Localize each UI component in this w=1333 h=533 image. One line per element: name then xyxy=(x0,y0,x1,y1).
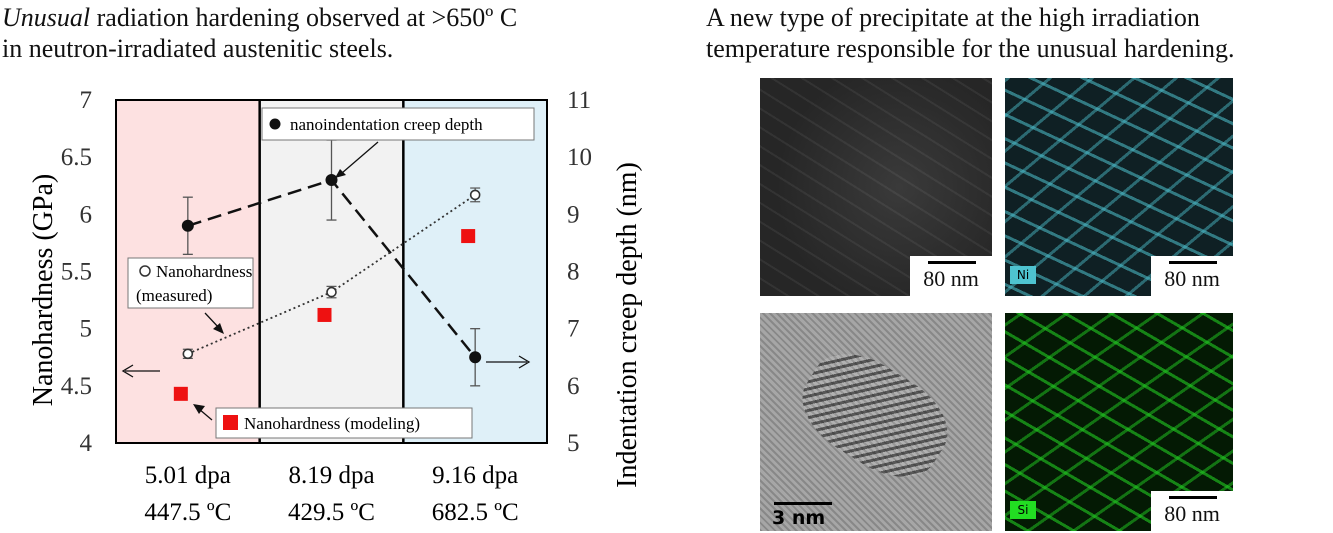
plot-frame xyxy=(115,99,548,444)
legend-creep-arrowhead xyxy=(335,169,346,178)
y-tick-right: 6 xyxy=(567,373,580,400)
x-label-temp-3: 682.5 ºC xyxy=(432,499,519,526)
ni-tag: Ni xyxy=(1010,266,1036,284)
modeling-point xyxy=(173,386,188,401)
tem-scale-label: 3 nm xyxy=(772,507,826,529)
legend-measured-box xyxy=(127,257,254,309)
legend-measured-marker xyxy=(139,265,151,277)
y-tick-right: 10 xyxy=(567,144,592,171)
x-label-temp-1: 447.5 ºC xyxy=(144,499,231,526)
y-tick-left: 5 xyxy=(80,316,93,343)
stem-image: 80 nm xyxy=(760,78,992,296)
y-tick-left: 5.5 xyxy=(61,259,92,286)
y-tick-left: 7 xyxy=(80,87,93,114)
legend-measured-arrowhead xyxy=(213,323,224,334)
legend-measured-label-1: Nanohardness xyxy=(156,262,252,281)
si-map-image: Si 80 nm xyxy=(1005,313,1233,531)
region-bg-3 xyxy=(403,100,547,443)
y-tick-right: 11 xyxy=(567,87,591,114)
left-title-line1: radiation hardening observed at >650º C xyxy=(90,3,518,32)
legend-creep-label: nanoindentation creep depth xyxy=(290,115,483,134)
modeling-point xyxy=(461,229,476,244)
y-tick-left: 6 xyxy=(80,201,93,228)
creep-point xyxy=(181,219,194,232)
y-axis-right-label: Indentation creep depth (nm) xyxy=(612,162,643,488)
legend-creep-box xyxy=(261,107,535,141)
legend-creep-arrow xyxy=(341,141,379,174)
right-title-line1: A new type of precipitate at the high ir… xyxy=(706,3,1200,32)
scale-bar-4: 80 nm xyxy=(1151,491,1233,531)
hardness-chart: 4 4.5 5 5.5 6 6.5 7 5 6 7 8 9 10 11 nanoindentation … xyxy=(28,87,643,526)
scale-bar-1: 80 nm xyxy=(910,256,992,296)
legend-modeling-box xyxy=(215,407,473,439)
y-tick-right: 7 xyxy=(567,316,580,343)
y-axis-left-label: Nanohardness (GPa) xyxy=(28,174,59,407)
left-title-italic: Unusual xyxy=(2,3,91,32)
tem-scale-bar xyxy=(774,502,832,505)
scale-bar-2: 80 nm xyxy=(1151,256,1233,296)
si-tag: Si xyxy=(1010,501,1036,519)
x-label-dpa-2: 8.19 dpa xyxy=(288,462,374,489)
measured-point xyxy=(182,348,194,360)
measured-point xyxy=(326,286,337,298)
x-label-dpa-3: 9.16 dpa xyxy=(432,462,518,489)
left-axis-arrowhead xyxy=(121,364,134,378)
modeling-point xyxy=(317,307,332,322)
y-tick-right: 8 xyxy=(567,259,580,286)
right-axis-arrowhead xyxy=(518,355,531,369)
y-tick-left: 6.5 xyxy=(61,144,92,171)
legend-measured-label-2: (measured) xyxy=(136,286,212,305)
legend-modeling-arrowhead xyxy=(193,404,205,414)
legend-creep-marker xyxy=(269,118,281,130)
x-label-dpa-1: 5.01 dpa xyxy=(145,462,231,489)
hrtem-image: 3 nm xyxy=(760,313,992,531)
right-title: A new type of precipitate at the high ir… xyxy=(706,2,1235,64)
creep-point xyxy=(469,351,482,364)
y-tick-left: 4 xyxy=(80,430,93,457)
creep-point xyxy=(325,174,338,187)
legend-modeling-marker xyxy=(223,415,238,430)
y-tick-right: 9 xyxy=(567,201,580,228)
right-title-line2: temperature responsible for the unusual … xyxy=(706,34,1235,63)
ni-map-image: Ni 80 nm xyxy=(1005,78,1233,296)
x-label-temp-2: 429.5 ºC xyxy=(288,499,375,526)
legend-modeling-label: Nanohardness (modeling) xyxy=(244,414,420,433)
left-title-line2: in neutron-irradiated austenitic steels. xyxy=(2,34,394,63)
y-tick-left: 4.5 xyxy=(61,373,92,400)
left-title: Unusual radiation hardening observed at … xyxy=(2,2,517,64)
y-tick-right: 5 xyxy=(567,430,580,457)
measured-point xyxy=(469,189,481,201)
